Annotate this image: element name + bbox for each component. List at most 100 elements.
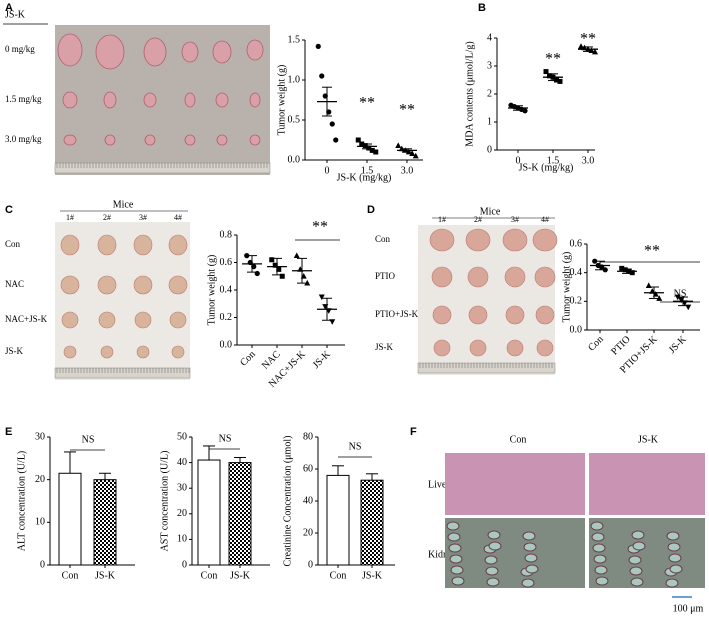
tumor <box>103 91 117 109</box>
tubule <box>486 577 500 587</box>
dot <box>329 121 335 127</box>
tumor <box>133 234 153 256</box>
y-tick-label: 0 <box>308 559 313 570</box>
histology-image <box>445 453 585 515</box>
y-tick-label: 10 <box>177 534 187 545</box>
tumor <box>249 134 261 146</box>
tumor <box>431 266 453 288</box>
dot <box>369 147 375 153</box>
tubule <box>451 576 465 586</box>
row-label: NAC <box>5 279 24 289</box>
tubule <box>447 532 461 542</box>
tumor <box>433 339 451 357</box>
tubule <box>629 566 643 576</box>
row-label: Con <box>375 234 391 244</box>
y-axis-label: AST concentration (U/L) <box>159 451 170 552</box>
x-tick-label: Con <box>238 349 258 369</box>
x-tick-label: 0 <box>325 165 330 176</box>
annotation: ** <box>399 102 415 119</box>
column-label: 1# <box>438 215 446 224</box>
tumor <box>98 311 116 329</box>
histology-image <box>589 518 705 588</box>
y-axis-label: ALT concentration (U/L) <box>16 451 27 552</box>
tumor <box>469 339 487 357</box>
tubule <box>593 554 607 564</box>
tubule <box>595 576 609 586</box>
y-tick-label: 0 <box>487 144 492 155</box>
mean-error <box>242 255 262 273</box>
y-tick-label: 0 <box>40 559 45 570</box>
tumor <box>468 305 488 325</box>
y-tick-label: 60 <box>303 463 313 474</box>
row-label: JS-K <box>375 342 394 352</box>
tumor <box>100 345 114 359</box>
bar <box>93 479 117 566</box>
tubule <box>525 564 539 574</box>
photo-header: Mice <box>480 206 501 217</box>
dot <box>304 279 311 286</box>
tumor <box>534 266 556 288</box>
dot <box>522 108 528 114</box>
y-tick-label: 40 <box>303 495 313 506</box>
x-tick-label: JS-K <box>362 570 383 581</box>
x-tick-label: Con <box>330 570 347 581</box>
y-tick-label: 1.0 <box>288 74 301 85</box>
dot <box>557 78 563 84</box>
tumor <box>184 92 196 108</box>
tubule <box>665 578 679 588</box>
x-tick-label: 3.0 <box>401 165 414 176</box>
ruler <box>417 362 556 374</box>
tumor <box>181 41 199 63</box>
panel-letter: D <box>367 204 375 216</box>
y-tick-label: 20 <box>177 508 187 519</box>
tubule <box>668 553 682 563</box>
tubule <box>630 577 644 587</box>
dot <box>279 273 285 279</box>
dot <box>674 294 681 301</box>
tubule <box>669 564 683 574</box>
column-label: 3# <box>139 213 147 222</box>
mean-error <box>357 143 377 150</box>
dot <box>554 77 559 83</box>
annotation: ** <box>312 219 328 236</box>
y-tick-label: 0.6 <box>570 238 583 249</box>
column-label: Con <box>510 434 527 445</box>
mean-error <box>543 73 563 82</box>
tubule <box>592 543 606 553</box>
dot <box>592 258 598 264</box>
y-tick-label: 0.4 <box>220 284 233 295</box>
dot <box>622 267 628 273</box>
tumor <box>60 275 80 295</box>
tumor <box>465 228 491 252</box>
mean-error <box>578 46 598 52</box>
tubule <box>666 531 680 541</box>
tumor <box>169 311 187 329</box>
panel-letter: F <box>410 426 417 438</box>
tumor <box>63 345 77 359</box>
tubule <box>523 542 537 552</box>
annotation: ** <box>580 31 596 48</box>
dot <box>319 73 325 79</box>
tumor <box>429 228 455 252</box>
tumor <box>432 305 452 325</box>
tubule <box>521 578 535 588</box>
bar <box>58 472 82 566</box>
x-tick-label: 1.5 <box>547 155 560 166</box>
tumor <box>104 134 116 146</box>
tumor <box>97 234 117 256</box>
tumor <box>144 134 156 146</box>
photo-header: JS-K <box>5 9 26 20</box>
dot <box>359 141 365 147</box>
y-tick-label: 1 <box>487 116 492 127</box>
row-label: Con <box>5 239 21 249</box>
tubule <box>450 565 464 575</box>
annotation: NS <box>82 434 95 445</box>
y-tick-label: 50 <box>177 431 187 442</box>
annotation: NS <box>674 288 687 299</box>
y-tick-label: 0.5 <box>288 114 301 125</box>
row-label: 0 mg/kg <box>5 44 35 54</box>
dot <box>602 267 608 273</box>
bar <box>326 474 350 566</box>
column-label: 4# <box>174 213 182 222</box>
x-axis-label: JS-K (mg/kg) <box>337 172 392 183</box>
